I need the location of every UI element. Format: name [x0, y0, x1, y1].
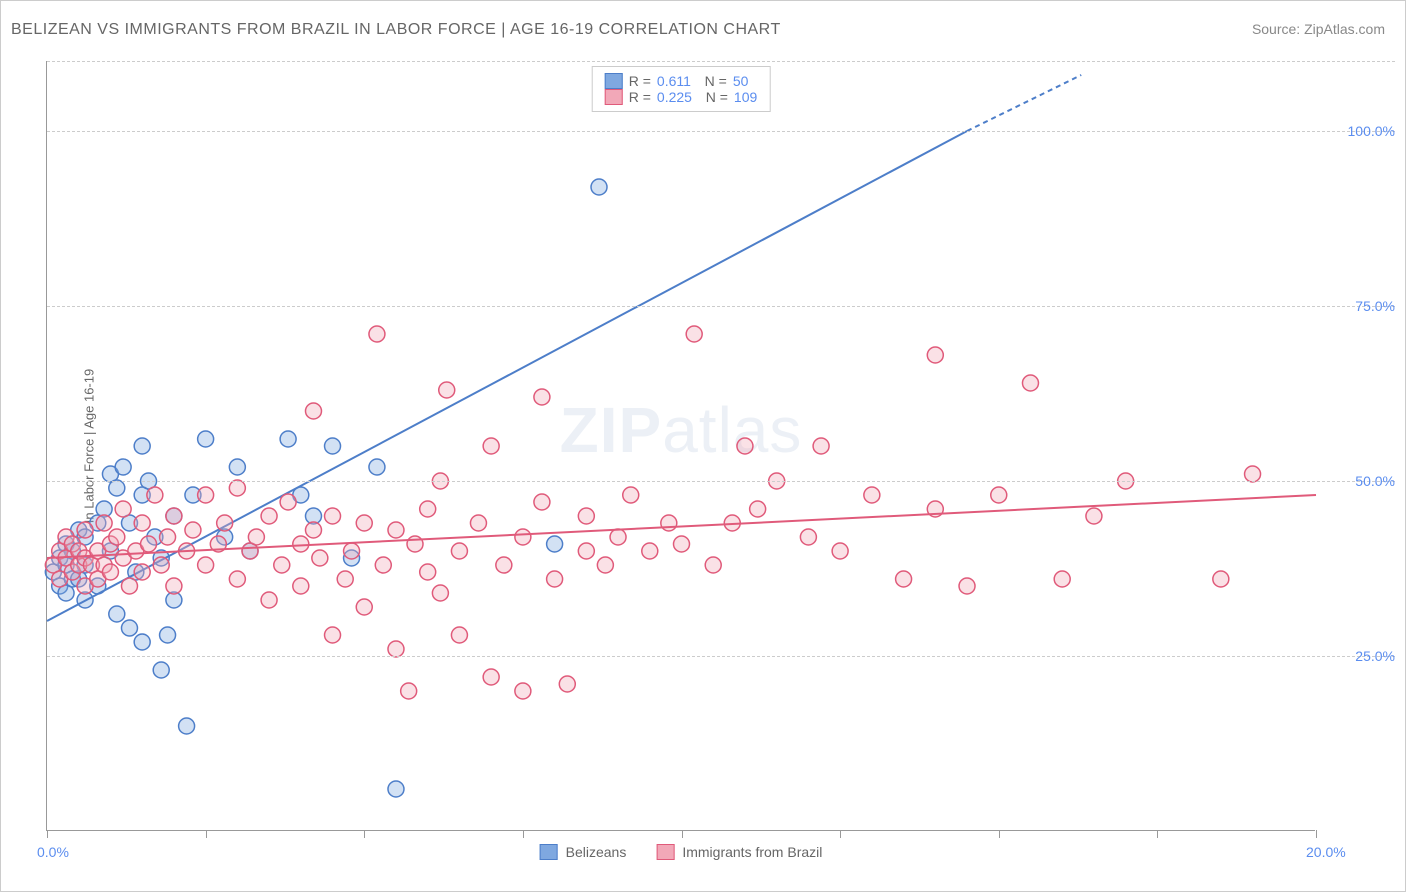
swatch-icon [605, 73, 623, 89]
series-legend: Belizeans Immigrants from Brazil [540, 844, 823, 860]
chart-title: BELIZEAN VS IMMIGRANTS FROM BRAZIL IN LA… [11, 21, 781, 39]
source-attribution: Source: ZipAtlas.com [1252, 21, 1385, 37]
legend-item-brazil: Immigrants from Brazil [656, 844, 822, 860]
scatter-svg [47, 61, 1315, 830]
legend-item-belizeans: Belizeans [540, 844, 627, 860]
swatch-icon [540, 844, 558, 860]
x-tick-label: 0.0% [37, 844, 69, 860]
plot-area: In Labor Force | Age 16-19 ZIPatlas R = … [46, 61, 1315, 831]
correlation-legend: R = 0.611 N = 50 R = 0.225 N = 109 [592, 66, 771, 112]
y-tick-label: 25.0% [1355, 648, 1395, 664]
y-tick-label: 100.0% [1348, 123, 1395, 139]
x-tick-label: 20.0% [1306, 844, 1346, 860]
legend-row-brazil: R = 0.225 N = 109 [605, 89, 758, 105]
y-tick-label: 75.0% [1355, 298, 1395, 314]
legend-row-belizeans: R = 0.611 N = 50 [605, 73, 758, 89]
swatch-icon [605, 89, 623, 105]
y-tick-label: 50.0% [1355, 473, 1395, 489]
chart-container: BELIZEAN VS IMMIGRANTS FROM BRAZIL IN LA… [0, 0, 1406, 892]
swatch-icon [656, 844, 674, 860]
